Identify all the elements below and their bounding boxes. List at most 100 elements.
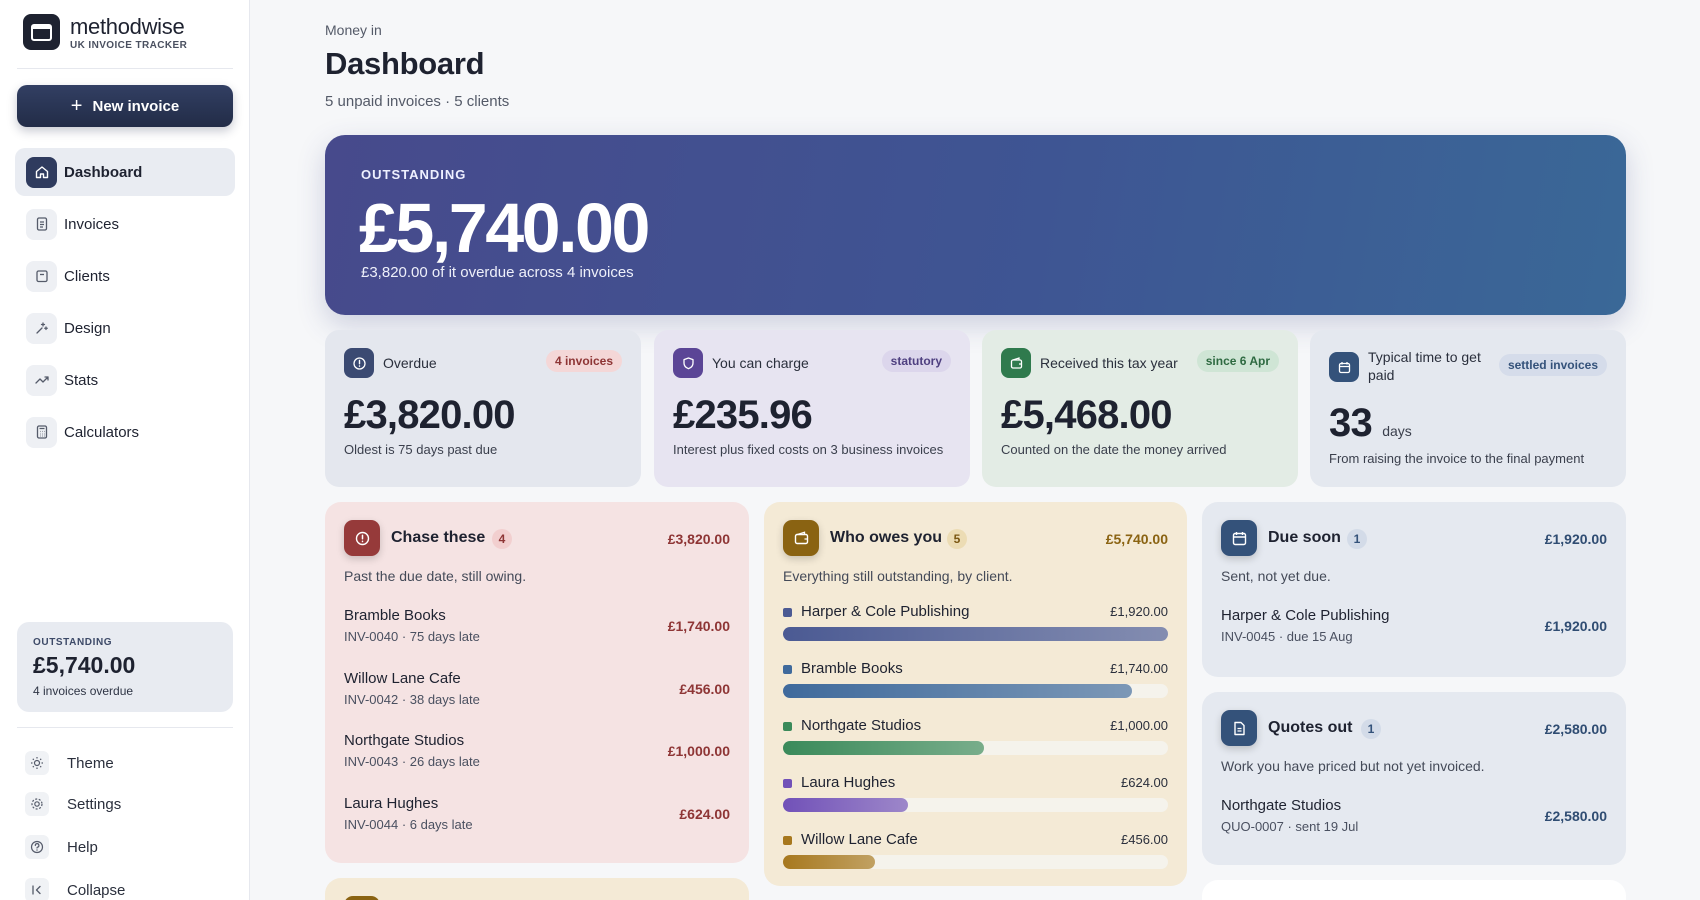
stat-sub: Interest plus fixed costs on 3 business …: [673, 442, 944, 457]
row-client: Northgate Studios: [1221, 797, 1342, 814]
balance-bar-fill: [783, 684, 1132, 698]
next-panel-partial: [1202, 880, 1626, 900]
collapse-button[interactable]: Collapse: [25, 875, 125, 900]
gear-icon: [25, 792, 49, 816]
invoice-row[interactable]: Northgate Studios INV-0043 · 26 days lat…: [344, 732, 730, 772]
outstanding-summary-card: OUTSTANDING £5,740.00 4 invoices overdue: [17, 622, 233, 712]
row-meta: INV-0043 · 26 days late: [344, 754, 480, 769]
summary-sub: 4 invoices overdue: [33, 684, 134, 698]
home-icon: [26, 156, 57, 188]
stat-value: £3,820.00: [344, 390, 516, 440]
sidebar-item-clients[interactable]: Clients: [15, 252, 235, 300]
stat-value: £5,468.00: [1001, 390, 1173, 440]
sidebar-item-dashboard[interactable]: Dashboard: [15, 148, 235, 196]
stat-badge: since 6 Apr: [1196, 350, 1279, 372]
sidebar-item-design[interactable]: Design: [15, 304, 235, 352]
sidebar-item-invoices[interactable]: Invoices: [15, 200, 235, 248]
stat-card-you-can-charge[interactable]: You can charge statutory £235.96 Interes…: [654, 330, 970, 487]
balance-bar-track: [783, 741, 1168, 755]
stat-label: Overdue: [383, 355, 437, 371]
panel-total: £2,580.00: [1544, 721, 1607, 737]
stat-value-text: 33: [1329, 401, 1373, 445]
stat-value-text: £235.96: [673, 393, 813, 437]
new-invoice-button[interactable]: + New invoice: [17, 85, 233, 127]
calculator-icon: [26, 416, 57, 448]
client-amount: £624.00: [1121, 775, 1168, 790]
plus-icon: +: [70, 95, 83, 117]
trend-icon: [26, 364, 57, 396]
row-amount: £1,920.00: [1544, 618, 1607, 634]
stat-badge: settled invoices: [1498, 354, 1607, 376]
hero-label: OUTSTANDING: [361, 167, 467, 182]
settings-label: Settings: [67, 795, 122, 813]
invoice-row[interactable]: Bramble Books INV-0040 · 75 days late £1…: [344, 607, 730, 647]
panel-icon: [344, 896, 380, 900]
sidebar-item-label: Invoices: [64, 215, 120, 233]
stat-value-text: £3,820.00: [344, 393, 516, 437]
client-name: Laura Hughes: [801, 774, 896, 791]
calendar-icon: [1329, 352, 1359, 382]
sidebar-item-stats[interactable]: Stats: [15, 356, 235, 404]
panel-description: Work you have priced but not yet invoice…: [1221, 758, 1485, 774]
balance-bar-fill: [783, 741, 984, 755]
next-panel-partial: [325, 878, 749, 900]
who-owes-you-panel: Who owes you 5 £5,740.00 Everything stil…: [764, 502, 1187, 886]
summary-label: OUTSTANDING: [33, 637, 113, 648]
row-client: Laura Hughes: [344, 795, 439, 812]
invoice-row[interactable]: Harper & Cole Publishing INV-0045 · due …: [1221, 607, 1607, 647]
client-balance-row[interactable]: Northgate Studios £1,000.00: [783, 717, 1168, 757]
stat-unit: days: [1382, 423, 1412, 439]
quote-row[interactable]: Northgate Studios QUO-0007 · sent 19 Jul…: [1221, 797, 1607, 837]
stat-card-received-tax-year[interactable]: Received this tax year since 6 Apr £5,46…: [982, 330, 1298, 487]
page-title: Dashboard: [325, 46, 485, 81]
legend-swatch: [783, 608, 792, 617]
legend-swatch: [783, 779, 792, 788]
settings-button[interactable]: Settings: [25, 789, 121, 819]
legend-swatch: [783, 836, 792, 845]
panel-count-badge: 5: [947, 529, 967, 549]
invoice-row[interactable]: Laura Hughes INV-0044 · 6 days late £624…: [344, 795, 730, 835]
stat-card-overdue[interactable]: Overdue 4 invoices £3,820.00 Oldest is 7…: [325, 330, 641, 487]
stat-sub: Counted on the date the money arrived: [1001, 442, 1227, 457]
sidebar-item-label: Design: [64, 319, 111, 337]
row-amount: £1,000.00: [667, 743, 730, 759]
stat-value-text: £5,468.00: [1001, 393, 1173, 437]
balance-bar-fill: [783, 798, 909, 812]
panel-description: Sent, not yet due.: [1221, 568, 1331, 584]
alert-icon: [344, 520, 380, 556]
client-balance-row[interactable]: Harper & Cole Publishing £1,920.00: [783, 603, 1168, 643]
sidebar-item-label: Dashboard: [64, 163, 143, 181]
balance-bar-fill: [783, 627, 1168, 641]
balance-bar-track: [783, 855, 1168, 869]
client-balance-row[interactable]: Bramble Books £1,740.00: [783, 660, 1168, 700]
client-name: Northgate Studios: [801, 717, 922, 734]
stat-badge: 4 invoices: [545, 350, 622, 372]
invoice-row[interactable]: Willow Lane Cafe INV-0042 · 38 days late…: [344, 670, 730, 710]
stat-card-time-to-get-paid[interactable]: Typical time to get paid settled invoice…: [1310, 330, 1626, 487]
brand-tagline: UK INVOICE TRACKER: [70, 40, 188, 51]
divider: [17, 727, 233, 728]
sparkle-icon: [26, 312, 57, 344]
client-name: Bramble Books: [801, 660, 903, 677]
page-eyebrow: Money in: [325, 22, 382, 38]
client-balance-row[interactable]: Willow Lane Cafe £456.00: [783, 831, 1168, 871]
theme-button[interactable]: Theme: [25, 748, 114, 778]
logo-icon[interactable]: [23, 14, 60, 50]
wallet-icon: [1001, 348, 1031, 378]
sidebar-item-label: Clients: [64, 267, 110, 285]
panel-count-badge: 1: [1347, 529, 1367, 549]
row-meta: QUO-0007 · sent 19 Jul: [1221, 819, 1359, 834]
stat-value: £235.96: [673, 390, 813, 440]
panel-title: Chase these: [391, 529, 486, 546]
row-amount: £624.00: [679, 806, 730, 822]
panel-total: £3,820.00: [667, 531, 730, 547]
client-amount: £1,000.00: [1110, 718, 1168, 733]
panel-description: Past the due date, still owing.: [344, 568, 527, 584]
sidebar-item-calculators[interactable]: Calculators: [15, 408, 235, 456]
sidebar-item-label: Calculators: [64, 423, 140, 441]
folder-icon: [26, 260, 57, 292]
help-icon: [25, 835, 49, 859]
help-button[interactable]: Help: [25, 832, 98, 862]
stat-label: Typical time to get paid: [1368, 349, 1481, 383]
client-balance-row[interactable]: Laura Hughes £624.00: [783, 774, 1168, 814]
